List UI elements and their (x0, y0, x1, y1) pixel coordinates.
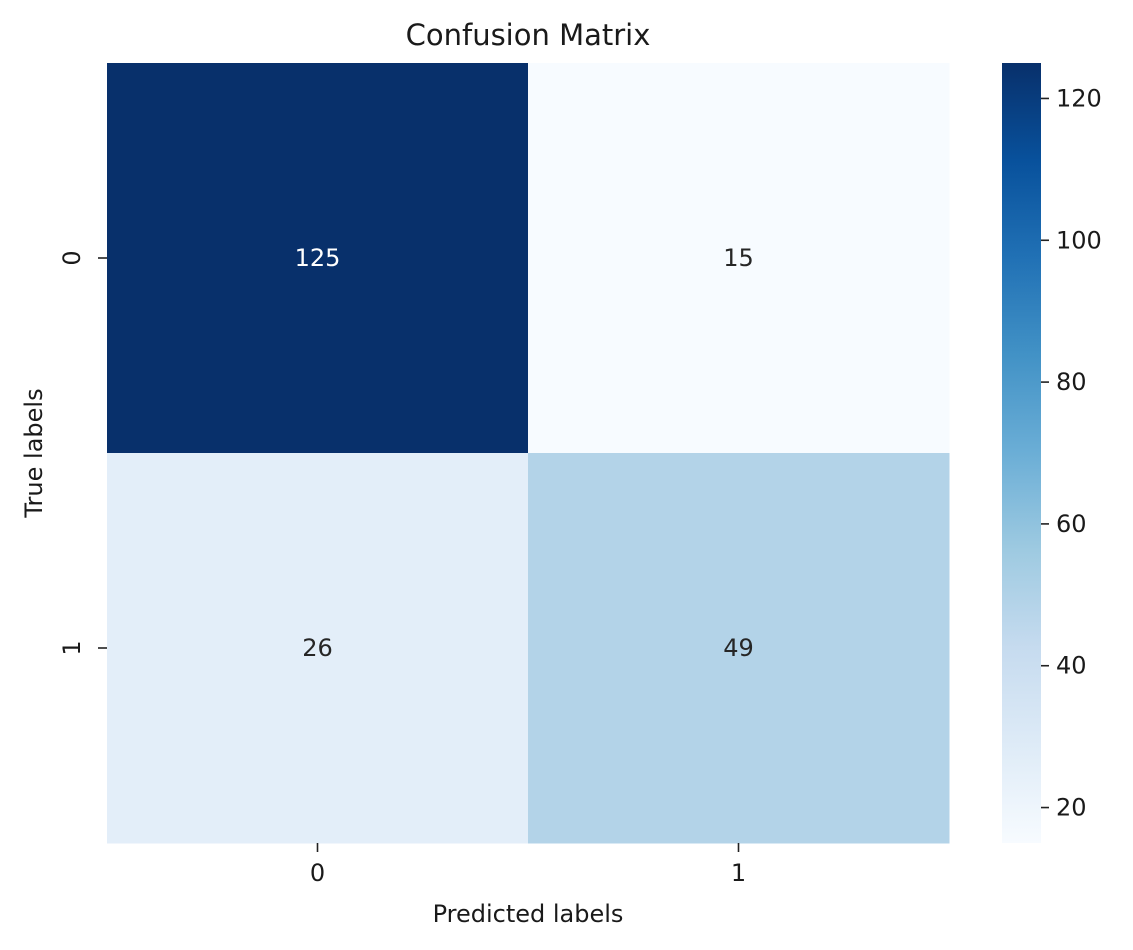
y-axis-label: True labels (20, 388, 48, 518)
colorbar (1002, 63, 1041, 843)
y-axis-ticks: 01 (58, 250, 107, 656)
heatmap-cell-0-0 (107, 63, 529, 454)
chart-title: Confusion Matrix (406, 18, 651, 52)
colorbar-tick-label-1: 40 (1056, 652, 1087, 680)
y-tick-label-0: 0 (58, 250, 86, 265)
cell-value-label-1-0: 26 (302, 634, 333, 662)
colorbar-tick-label-2: 60 (1056, 510, 1087, 538)
colorbar-tick-label-4: 100 (1056, 226, 1102, 254)
colorbar-tick-label-3: 80 (1056, 368, 1087, 396)
colorbar-tick-label-5: 120 (1056, 84, 1102, 112)
x-tick-label-1: 1 (731, 859, 746, 887)
heatmap-cell-1-0 (107, 453, 529, 844)
heatmap-cell-1-1 (528, 453, 950, 844)
heatmap-cell-0-1 (528, 63, 950, 454)
colorbar-tick-label-0: 20 (1056, 794, 1087, 822)
cell-value-label-1-1: 49 (723, 634, 754, 662)
x-tick-label-0: 0 (310, 859, 325, 887)
heatmap-cell-labels: 125 15 26 49 (295, 244, 754, 662)
cell-value-label-0-0: 125 (295, 244, 341, 272)
cell-value-label-0-1: 15 (723, 244, 754, 272)
colorbar-ticks: 20 40 60 80 100 120 (1041, 84, 1102, 822)
heatmap-cells (107, 63, 950, 844)
x-axis-label: Predicted labels (433, 900, 624, 928)
y-tick-label-1: 1 (58, 640, 86, 655)
